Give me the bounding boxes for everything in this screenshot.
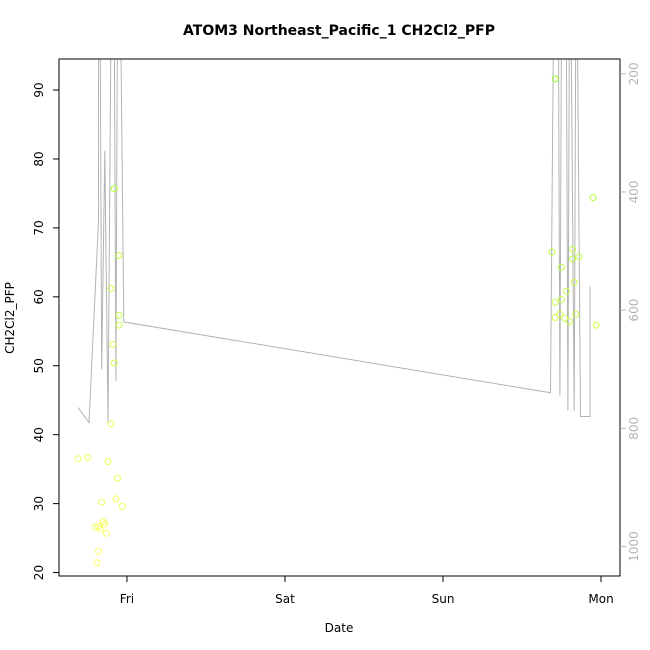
data-point — [115, 321, 123, 329]
series-line — [77, 59, 591, 424]
data-point — [107, 285, 115, 292]
plot-marks: Fri Sat Sun Mon 20 30 40 50 60 70 80 90 200 400 600 800… — [32, 58, 641, 606]
y-tick-label: 70 — [32, 220, 46, 235]
data-point — [96, 525, 104, 533]
data-point — [98, 498, 106, 506]
data-point — [102, 529, 110, 537]
data-point — [572, 310, 580, 318]
data-point — [95, 547, 102, 555]
data-point — [589, 194, 597, 202]
x-tick-label: Fri — [120, 592, 134, 606]
x-tick-label: Mon — [588, 592, 613, 606]
y-tick-label: 30 — [32, 496, 46, 511]
data-point — [569, 245, 577, 253]
y-tick-label: 50 — [32, 358, 46, 373]
plot-frame — [58, 58, 621, 577]
data-point — [107, 420, 115, 428]
data-point — [565, 318, 573, 326]
y-tick-label: 80 — [32, 151, 46, 166]
y-tick-label: 20 — [32, 565, 46, 580]
x-axis-label: Date — [325, 621, 354, 635]
right-y-tick-label: 200 — [627, 62, 641, 85]
right-y-tick-label: 600 — [627, 299, 641, 322]
data-point — [570, 278, 578, 286]
y-tick-label: 60 — [32, 289, 46, 304]
data-point — [558, 296, 565, 304]
data-point — [83, 453, 91, 461]
data-point — [558, 263, 565, 271]
data-point — [562, 287, 570, 295]
data-point — [575, 253, 583, 261]
data-point — [109, 340, 117, 348]
y-tick-label: 40 — [32, 427, 46, 442]
y-axis-label: CH2Cl2_PFP — [3, 282, 17, 354]
data-point — [556, 310, 564, 318]
data-point — [104, 458, 112, 466]
data-point — [110, 185, 118, 193]
data-point — [569, 255, 577, 263]
x-tick-label: Sat — [275, 592, 295, 606]
data-point — [551, 298, 559, 306]
chart-title: ATOM3 Northeast_Pacific_1 CH2Cl2_PFP — [183, 23, 495, 39]
data-point — [101, 520, 109, 528]
data-point — [74, 455, 82, 463]
data-point — [93, 559, 101, 567]
data-point — [551, 75, 559, 83]
data-point — [110, 359, 118, 367]
data-point — [112, 495, 120, 503]
data-point — [115, 252, 123, 259]
data-point — [548, 248, 556, 256]
right-y-tick-label: 400 — [627, 180, 641, 203]
y-tick-label: 90 — [32, 82, 46, 97]
data-point — [99, 518, 107, 525]
data-point — [114, 474, 121, 482]
x-tick-label: Sun — [432, 592, 455, 606]
data-point — [551, 314, 559, 321]
data-point — [118, 502, 126, 510]
data-point — [561, 314, 569, 322]
right-y-tick-label: 1000 — [627, 531, 641, 562]
data-point — [115, 311, 123, 319]
right-y-tick-label: 800 — [627, 417, 641, 440]
data-point — [592, 321, 600, 329]
